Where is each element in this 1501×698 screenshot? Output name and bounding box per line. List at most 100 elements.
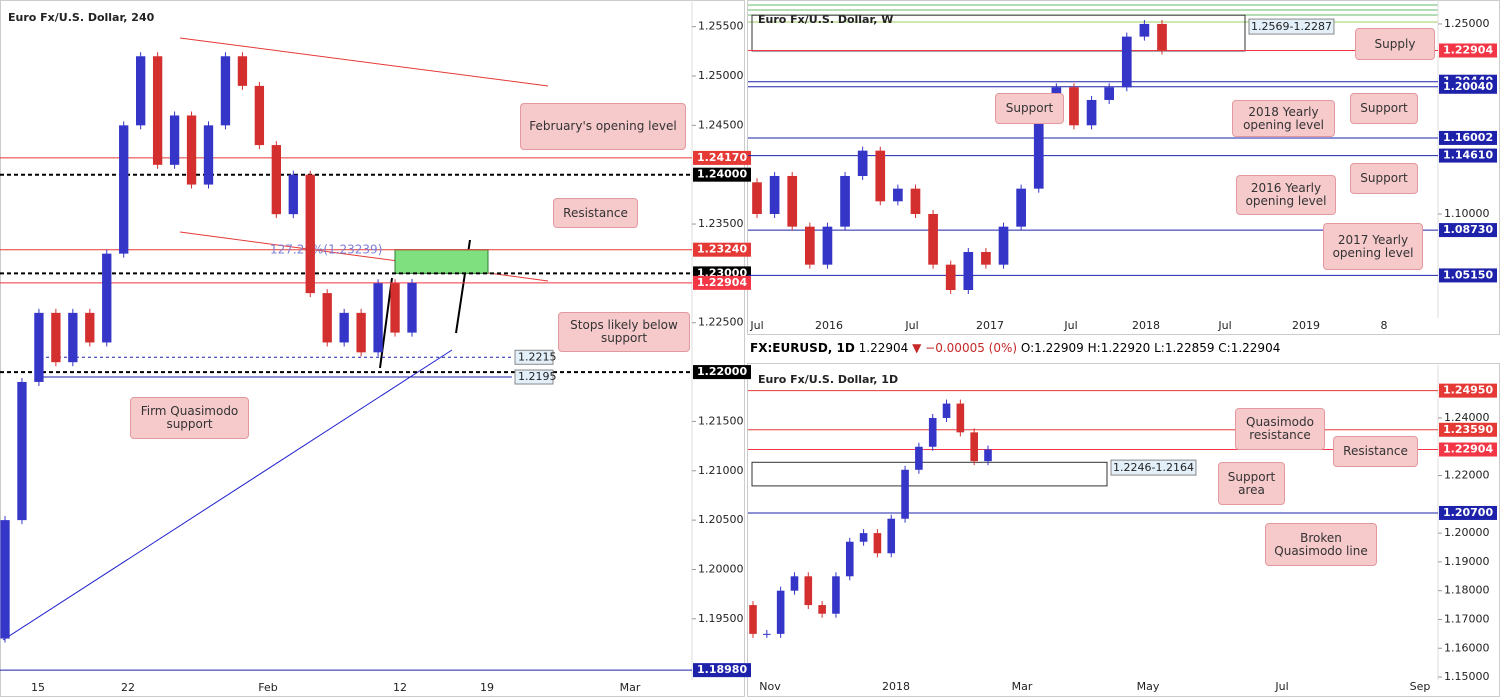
- callout: Support: [1350, 163, 1418, 194]
- candle-body: [407, 282, 417, 333]
- candle-body: [1121, 36, 1132, 88]
- ticker-bar: FX:EURUSD, 1D 1.22904 ▼ −0.00005 (0%) O:…: [750, 341, 1281, 355]
- level-label-box: [1439, 442, 1497, 457]
- candle-body: [152, 56, 163, 165]
- level-label: 1.24950: [1443, 384, 1493, 397]
- callout: Resistance: [553, 198, 638, 228]
- inline-label-box: [514, 369, 554, 385]
- candle-body: [752, 182, 762, 214]
- x-tick-label: 8: [1381, 319, 1388, 332]
- candle-body: [1069, 87, 1079, 126]
- x-tick-label: Jul: [1063, 319, 1077, 332]
- zone: [751, 461, 1108, 487]
- candle-body: [356, 312, 366, 353]
- y-tick-label: 1.25000: [1444, 17, 1490, 30]
- y-tick-label: 1.23500: [698, 217, 744, 230]
- callout: 2017 Yearly opening level: [1323, 223, 1423, 270]
- candle-body: [203, 125, 214, 185]
- y-tick-label: 1.20500: [698, 513, 744, 526]
- candle-body: [790, 576, 799, 591]
- y-tick-label: 1.24500: [698, 118, 744, 131]
- level-label: 1.08730: [1443, 223, 1493, 236]
- candle-body: [254, 85, 265, 146]
- candle-body: [804, 226, 815, 265]
- candle-body: [859, 533, 868, 542]
- callout: Stops likely below support: [558, 312, 690, 352]
- candle-body: [749, 605, 757, 634]
- candle-body: [981, 251, 991, 265]
- level-label-box: [1439, 383, 1497, 398]
- level-label: 1.22904: [1443, 43, 1493, 56]
- zone-label: 1.2246-1.2164: [1113, 461, 1194, 474]
- candle-body: [787, 175, 798, 227]
- fib-label: 127.20%(1.23239): [270, 243, 382, 257]
- y-tick-label: 1.25000: [698, 69, 744, 82]
- candle-body: [840, 175, 850, 227]
- x-tick-label: Mar: [620, 681, 641, 694]
- candle-body: [390, 283, 400, 333]
- candle-body: [51, 312, 61, 363]
- candle-body: [910, 188, 921, 214]
- callout: 2018 Yearly opening level: [1232, 100, 1335, 137]
- x-tick-label: 2016: [815, 319, 843, 332]
- candle-body: [0, 520, 10, 639]
- candle-body: [832, 576, 840, 614]
- candle-body: [271, 145, 281, 215]
- panel-frame: [747, 0, 1500, 335]
- candle-body: [928, 417, 937, 447]
- candle-body: [763, 633, 771, 635]
- x-tick-label: 15: [31, 681, 45, 694]
- callout: Resistance: [1333, 436, 1418, 467]
- candle-body: [963, 251, 974, 291]
- chart-title: Euro Fx/U.S. Dollar, 240: [8, 11, 155, 24]
- candle-body: [804, 576, 813, 606]
- y-tick-label: 1.24000: [1444, 411, 1490, 424]
- y-tick-label: 1.16000: [1444, 641, 1490, 654]
- level-label: 1.16002: [1443, 131, 1493, 144]
- x-tick-label: Mar: [1012, 680, 1033, 693]
- candle-body: [857, 150, 868, 176]
- level-label-box: [1439, 223, 1497, 238]
- level-label: 1.05150: [1443, 268, 1493, 281]
- candle-body: [818, 605, 826, 614]
- level-label: 1.18980: [697, 663, 747, 676]
- candle-body: [186, 115, 197, 185]
- x-tick-label: Feb: [258, 681, 277, 694]
- y-tick-label: 1.15000: [1444, 670, 1490, 683]
- decor: [2, 0, 1439, 680]
- candle-body: [305, 174, 315, 294]
- candle-body: [68, 312, 78, 363]
- level-label: 1.23240: [697, 243, 747, 256]
- chart-title: Euro Fx/U.S. Dollar, 1D: [758, 373, 898, 386]
- x-tick-label: Jul: [904, 319, 918, 332]
- candle-body: [373, 283, 383, 353]
- candle-body: [1016, 188, 1026, 227]
- candle-body: [822, 226, 833, 265]
- candle-body: [1086, 99, 1097, 126]
- y-tick-label: 1.20000: [1444, 526, 1490, 539]
- level-label-box: [1439, 43, 1497, 58]
- change: −0.00005 (0%): [925, 341, 1018, 355]
- candle-body: [769, 175, 780, 214]
- candle-body: [970, 432, 978, 462]
- candle-body: [776, 590, 785, 634]
- candle-body: [34, 312, 44, 382]
- candle-body: [998, 226, 1009, 265]
- callout: Support area: [1218, 462, 1285, 505]
- level-label-box: [1439, 148, 1497, 163]
- y-tick-label: 1.22000: [1444, 469, 1490, 482]
- candle-body: [1157, 23, 1167, 51]
- zone-label: 1.2569-1.2287: [1251, 20, 1332, 33]
- candle-body: [956, 403, 965, 433]
- callout: Firm Quasimodo support: [130, 397, 249, 439]
- level-label: 1.22904: [697, 276, 747, 289]
- candle-body: [942, 403, 951, 418]
- candle-body: [322, 293, 332, 343]
- price: 1.22904: [858, 341, 909, 355]
- candle-body: [1104, 87, 1115, 100]
- level-label: 1.20700: [1443, 506, 1493, 519]
- y-tick-label: 1.17000: [1444, 612, 1490, 625]
- x-tick-label: 2017: [976, 319, 1004, 332]
- candle-body: [893, 188, 903, 202]
